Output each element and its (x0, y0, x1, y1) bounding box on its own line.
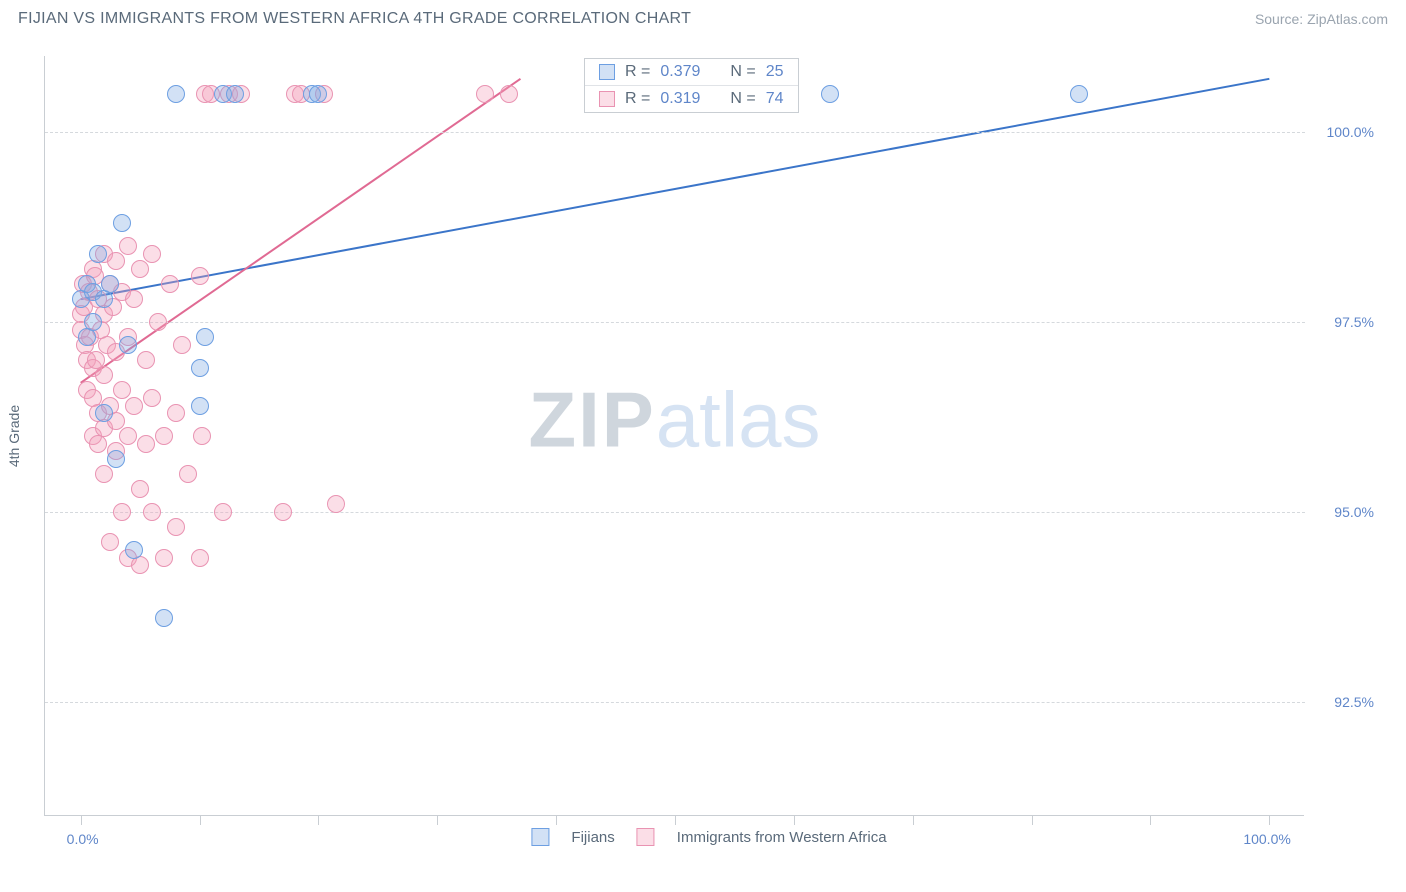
legend-swatch-fijians (531, 828, 549, 846)
stats-row: R = 0.319 N = 74 (585, 85, 798, 112)
scatter-point-fijians (191, 397, 209, 415)
stats-box: R = 0.379 N = 25 R = 0.319 N = 74 (584, 58, 799, 113)
x-tick (675, 815, 676, 825)
scatter-point-western-africa (101, 533, 119, 551)
x-tick (794, 815, 795, 825)
x-tick (1150, 815, 1151, 825)
scatter-point-western-africa (113, 503, 131, 521)
scatter-point-western-africa (125, 290, 143, 308)
scatter-point-western-africa (191, 549, 209, 567)
scatter-point-western-africa (173, 336, 191, 354)
stats-swatch (599, 64, 615, 80)
scatter-point-western-africa (131, 260, 149, 278)
y-axis-title: 4th Grade (6, 405, 22, 467)
scatter-point-western-africa (155, 549, 173, 567)
scatter-point-fijians (107, 450, 125, 468)
scatter-point-western-africa (149, 313, 167, 331)
stat-n-value: 74 (766, 90, 784, 108)
scatter-point-fijians (95, 404, 113, 422)
plot-area: ZIPatlas 92.5%95.0%97.5%100.0%0.0%100.0% (44, 56, 1304, 816)
stat-r-label: R = (625, 63, 650, 81)
scatter-point-fijians (191, 359, 209, 377)
scatter-point-western-africa (119, 237, 137, 255)
scatter-point-western-africa (119, 427, 137, 445)
x-tick (913, 815, 914, 825)
scatter-point-western-africa (131, 480, 149, 498)
scatter-point-fijians (155, 609, 173, 627)
scatter-point-western-africa (137, 435, 155, 453)
scatter-point-fijians (125, 541, 143, 559)
source-link[interactable]: ZipAtlas.com (1307, 11, 1388, 27)
scatter-point-fijians (101, 275, 119, 293)
stat-r-value: 0.319 (660, 90, 700, 108)
scatter-point-fijians (167, 85, 185, 103)
y-gridline (45, 132, 1305, 133)
scatter-point-fijians (89, 245, 107, 263)
scatter-point-western-africa (137, 351, 155, 369)
legend: Fijians Immigrants from Western Africa (531, 828, 886, 846)
scatter-point-western-africa (143, 245, 161, 263)
scatter-point-western-africa (113, 381, 131, 399)
y-tick-label: 97.5% (1334, 314, 1374, 330)
scatter-point-western-africa (193, 427, 211, 445)
stats-row: R = 0.379 N = 25 (585, 59, 798, 85)
chart-title: FIJIAN VS IMMIGRANTS FROM WESTERN AFRICA… (18, 10, 691, 28)
scatter-point-western-africa (155, 427, 173, 445)
y-tick-label: 100.0% (1327, 124, 1374, 140)
scatter-point-western-africa (274, 503, 292, 521)
x-tick-label-right: 100.0% (1243, 831, 1290, 847)
x-tick (556, 815, 557, 825)
scatter-point-fijians (84, 313, 102, 331)
scatter-point-fijians (196, 328, 214, 346)
scatter-point-fijians (1070, 85, 1088, 103)
x-tick (81, 815, 82, 825)
stat-n-label: N = (730, 90, 755, 108)
stat-r-label: R = (625, 90, 650, 108)
y-gridline (45, 322, 1305, 323)
y-gridline (45, 512, 1305, 513)
scatter-point-western-africa (167, 404, 185, 422)
stat-r-value: 0.379 (660, 63, 700, 81)
scatter-point-western-africa (95, 465, 113, 483)
scatter-point-western-africa (143, 503, 161, 521)
scatter-point-western-africa (214, 503, 232, 521)
scatter-point-western-africa (476, 85, 494, 103)
x-tick-label-left: 0.0% (67, 831, 99, 847)
x-tick (200, 815, 201, 825)
scatter-point-fijians (309, 85, 327, 103)
scatter-point-western-africa (179, 465, 197, 483)
scatter-point-western-africa (191, 267, 209, 285)
scatter-point-western-africa (327, 495, 345, 513)
x-tick (1032, 815, 1033, 825)
scatter-point-western-africa (161, 275, 179, 293)
legend-label-fijians: Fijians (571, 829, 614, 846)
source-prefix: Source: (1255, 11, 1307, 27)
y-gridline (45, 702, 1305, 703)
y-tick-label: 95.0% (1334, 504, 1374, 520)
legend-swatch-western-africa (637, 828, 655, 846)
stats-swatch (599, 91, 615, 107)
scatter-point-western-africa (95, 366, 113, 384)
scatter-point-western-africa (125, 397, 143, 415)
scatter-point-western-africa (143, 389, 161, 407)
source-attribution: Source: ZipAtlas.com (1255, 11, 1388, 27)
scatter-point-fijians (226, 85, 244, 103)
stat-n-label: N = (730, 63, 755, 81)
scatter-point-fijians (113, 214, 131, 232)
scatter-point-western-africa (167, 518, 185, 536)
x-tick (437, 815, 438, 825)
stat-n-value: 25 (766, 63, 784, 81)
legend-label-western-africa: Immigrants from Western Africa (677, 829, 887, 846)
scatter-point-western-africa (107, 252, 125, 270)
y-tick-label: 92.5% (1334, 694, 1374, 710)
x-tick (318, 815, 319, 825)
chart-container: 4th Grade ZIPatlas 92.5%95.0%97.5%100.0%… (44, 56, 1374, 816)
scatter-point-fijians (821, 85, 839, 103)
scatter-point-western-africa (500, 85, 518, 103)
scatter-point-fijians (119, 336, 137, 354)
x-tick (1269, 815, 1270, 825)
